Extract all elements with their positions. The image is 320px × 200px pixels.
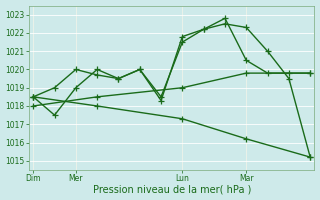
X-axis label: Pression niveau de la mer( hPa ): Pression niveau de la mer( hPa ) — [92, 184, 251, 194]
